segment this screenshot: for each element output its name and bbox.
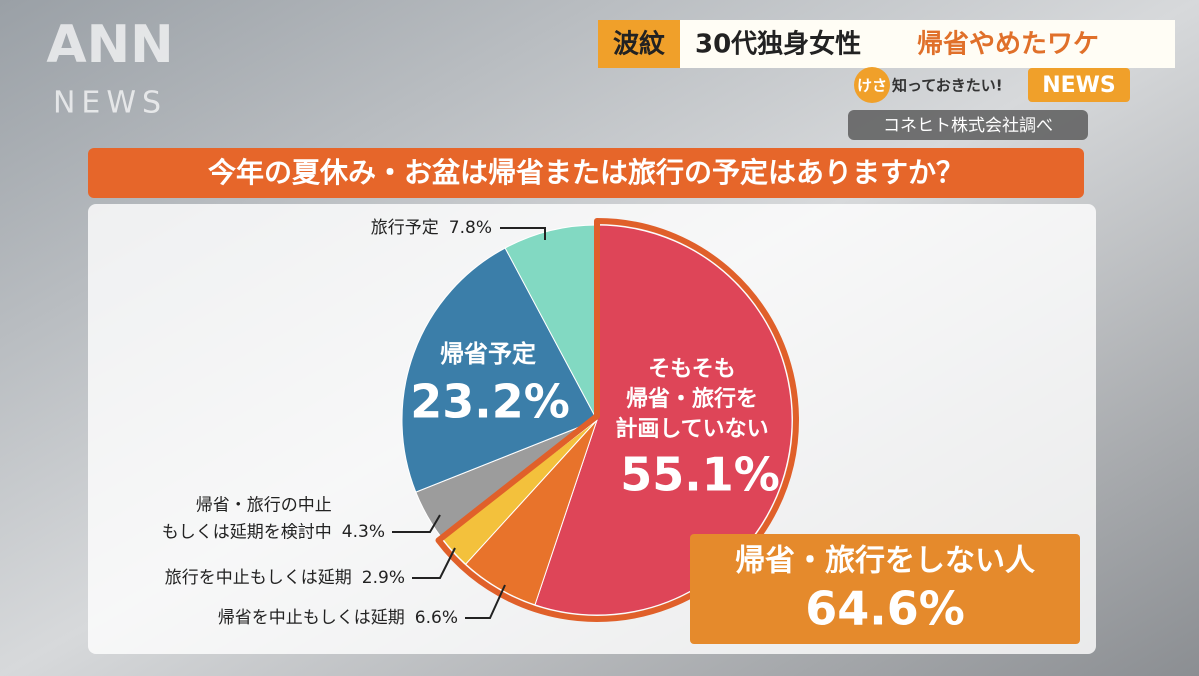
slice-label: 帰省・旅行の中止もしくは延期を検討中 [162, 496, 332, 543]
slice-value-label: 7.8% [449, 218, 492, 238]
tag: 波紋 [613, 29, 665, 60]
slice-label: 旅行を中止もしくは延期 [165, 568, 352, 588]
tag-box [598, 20, 680, 68]
leader-line [392, 514, 441, 533]
slice-value-label: 2.9% [362, 568, 405, 588]
source: コネヒト株式会社調べ [883, 116, 1053, 136]
news-box [1028, 68, 1130, 102]
source-box [848, 110, 1088, 140]
badge [854, 67, 890, 103]
program-badge: けさ [857, 77, 887, 95]
slice-value-label: 23.2% [410, 375, 570, 429]
leader-line [500, 227, 546, 240]
highlight-outline [435, 218, 799, 622]
slice-label: そもそも帰省・旅行を計画していない [615, 357, 768, 442]
program: 知っておきたい! [892, 77, 1003, 95]
annotation-value: 64.6% [805, 582, 965, 636]
chart-title: 今年の夏休み・お盆は帰省または旅行の予定はありますか？ [208, 156, 964, 189]
headline-box [680, 20, 1175, 68]
slice-value-label: 6.6% [415, 608, 458, 628]
headline: 30代独身女性 [695, 29, 861, 60]
pie-slice [401, 247, 598, 493]
logo: ANN [46, 15, 173, 75]
slice-label: 旅行予定 [371, 218, 439, 238]
leader-line [412, 547, 456, 579]
leader-line [465, 584, 506, 619]
annotation-box [690, 534, 1080, 644]
program-news: NEWS [1042, 73, 1116, 98]
slice-value-label: 55.1% [620, 448, 780, 502]
title-box [88, 148, 1084, 198]
slice-label: 帰省を中止もしくは延期 [218, 608, 405, 628]
slice-label: 帰省予定 [440, 340, 536, 368]
logo-sub: NEWS [53, 86, 167, 121]
annotation-text: 帰省・旅行をしない人 [735, 544, 1035, 579]
headline-accent: 帰省やめたワケ [917, 30, 1099, 60]
plot: そもそも帰省・旅行を計画していない 55.1% 6.6% 帰省を中止もしくは延期 2.9… [162, 218, 1080, 644]
slice-value-label: 4.3% [342, 522, 385, 542]
